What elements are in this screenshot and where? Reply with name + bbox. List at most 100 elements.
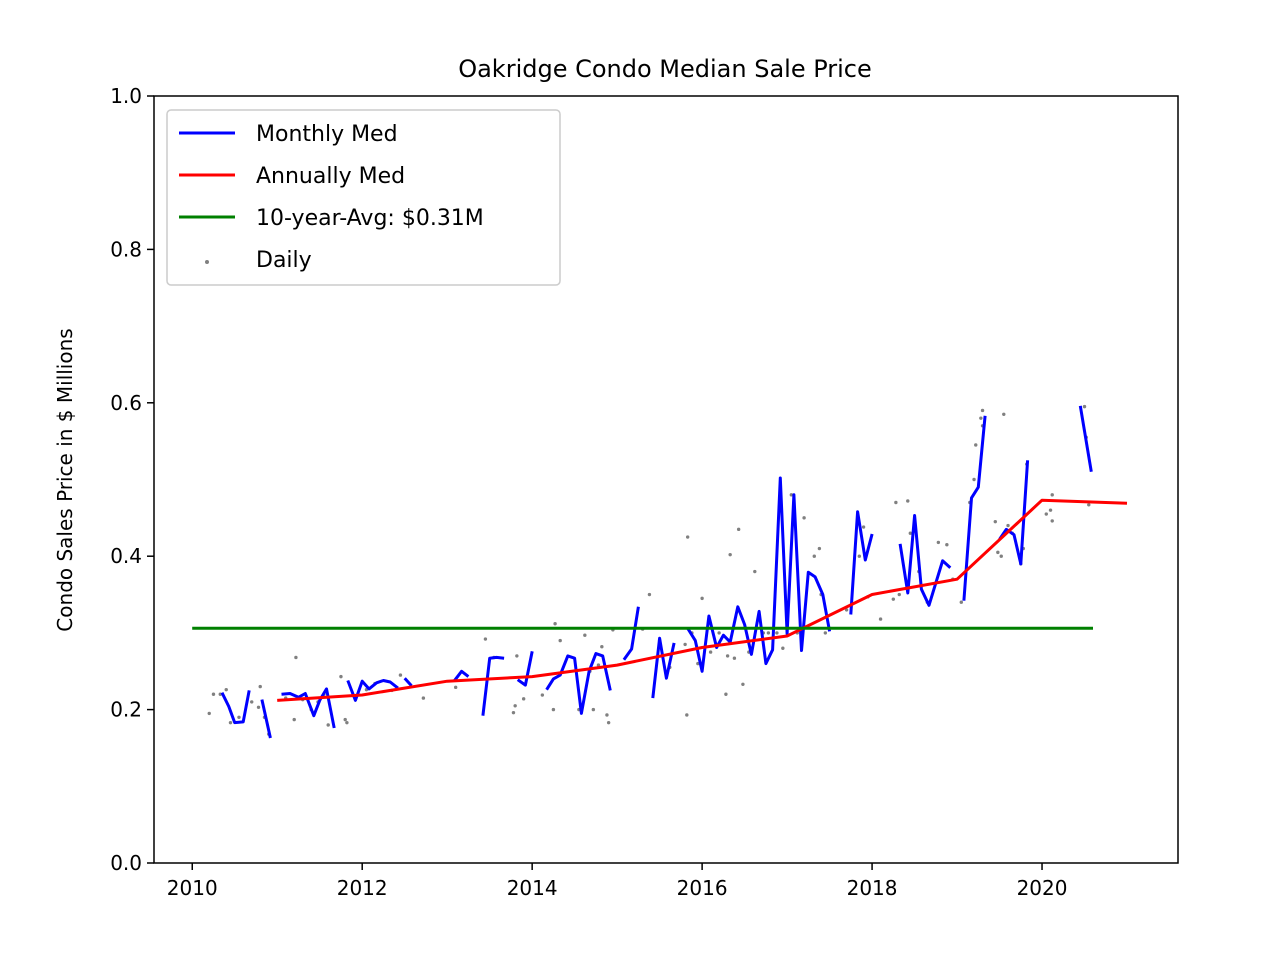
daily-sale-point	[513, 704, 517, 708]
daily-sale-point	[483, 637, 488, 641]
daily-sale-point	[700, 596, 704, 601]
daily-sale-point	[521, 697, 526, 701]
daily-sale-point	[515, 654, 519, 658]
daily-sale-point	[207, 711, 211, 716]
daily-sale-point	[817, 546, 822, 551]
monthly-median-line	[545, 652, 612, 715]
daily-sale-point	[1050, 493, 1054, 497]
daily-sale-point	[292, 717, 296, 722]
legend-label: 10-year-Avg: $0.31M	[256, 206, 484, 231]
daily-sale-point	[945, 542, 949, 547]
daily-sale-point	[717, 631, 721, 635]
y-tick-label: 1.0	[110, 84, 142, 108]
daily-sale-point	[211, 692, 216, 696]
daily-sale-point	[878, 617, 883, 621]
daily-sale-point	[999, 554, 1003, 558]
y-tick-label: 0.4	[110, 544, 142, 568]
daily-sale-point	[736, 527, 741, 532]
monthly-median-line	[260, 699, 272, 739]
x-tick-label: 2020	[1017, 876, 1068, 900]
daily-sale-point	[974, 443, 978, 447]
monthly-median-line	[962, 415, 987, 601]
daily-sale-point	[959, 600, 964, 604]
monthly-median-line	[651, 636, 676, 699]
monthly-median-line	[452, 669, 470, 683]
daily-sale-point	[250, 700, 254, 704]
daily-sale-point	[605, 713, 609, 717]
legend-label: Daily	[256, 248, 312, 273]
daily-sale-point	[591, 707, 596, 712]
monthly-median-line	[346, 679, 399, 702]
daily-sale-point	[596, 663, 601, 667]
daily-sale-point	[343, 717, 347, 722]
daily-sale-point	[891, 597, 896, 601]
daily-sale-point	[583, 633, 587, 637]
axes-frame	[153, 95, 1179, 864]
daily-sale-point	[936, 540, 941, 545]
daily-sale-point	[908, 531, 913, 535]
daily-sale-point	[345, 720, 349, 725]
daily-sale-point	[256, 705, 261, 709]
daily-sale-point	[551, 707, 556, 712]
daily-sale-point	[294, 655, 298, 660]
annual-median-line	[277, 498, 1128, 702]
daily-sale-point	[781, 646, 785, 650]
monthly-median-line	[686, 476, 832, 673]
daily-sale-point	[258, 684, 262, 689]
daily-sale-point	[708, 650, 713, 654]
daily-sale-point	[894, 500, 898, 505]
y-tick-label: 0.2	[110, 698, 142, 722]
daily-sale-point	[685, 713, 689, 717]
daily-sale-point	[725, 654, 730, 658]
daily-sale-point	[897, 592, 901, 597]
monthly-median-line	[898, 514, 952, 607]
daily-sale-point	[1006, 523, 1010, 528]
daily-sale-point	[228, 720, 233, 725]
daily-sale-point	[1002, 412, 1006, 417]
daily-sale-point	[558, 638, 562, 643]
monthly-median-line	[849, 510, 874, 615]
daily-sale-point	[647, 592, 652, 597]
legend: Monthly Med Annually Med 10-year-Avg: $0.3…	[166, 109, 561, 286]
monthly-median-line	[998, 460, 1030, 566]
monthly-median-line	[516, 651, 534, 687]
daily-sale-point	[683, 642, 687, 647]
daily-sale-point	[732, 656, 737, 660]
y-tick-label: 0.8	[110, 237, 142, 261]
legend-box	[166, 109, 561, 286]
x-tick-label: 2014	[507, 876, 558, 900]
daily-sale-point	[993, 519, 997, 524]
monthly-median-line	[481, 655, 505, 716]
daily-sale-point	[1044, 512, 1048, 516]
daily-sale-point	[724, 692, 728, 696]
daily-sale-point	[326, 723, 330, 727]
monthly-median-line	[622, 606, 640, 661]
daily-sale-point	[421, 696, 426, 700]
daily-sale-point	[1050, 519, 1054, 523]
legend-label: Annually Med	[256, 164, 405, 189]
monthly-median-line	[281, 687, 336, 729]
daily-sale-point	[1082, 404, 1087, 409]
daily-sale-point	[766, 631, 771, 635]
daily-sale-point	[823, 631, 828, 635]
legend-label: Monthly Med	[256, 122, 398, 147]
daily-sale-point	[728, 552, 732, 557]
x-tick-label: 2018	[847, 876, 898, 900]
monthly-median-line	[403, 677, 413, 687]
daily-sale-point	[685, 535, 690, 539]
daily-sale-point	[857, 554, 862, 558]
daily-sale-point	[600, 645, 604, 649]
daily-sale-point	[753, 569, 757, 574]
x-tick-label: 2012	[337, 876, 388, 900]
daily-sale-point	[237, 715, 241, 719]
daily-sale-point	[802, 516, 806, 520]
daily-sale-point	[812, 554, 816, 558]
daily-sale-point	[979, 416, 983, 420]
x-tick-label: 2016	[677, 876, 728, 900]
daily-sale-point	[398, 673, 403, 677]
daily-sale-point	[775, 631, 779, 635]
daily-sale-point	[789, 493, 794, 497]
plot-area	[192, 404, 1128, 739]
daily-sale-point	[453, 685, 458, 690]
